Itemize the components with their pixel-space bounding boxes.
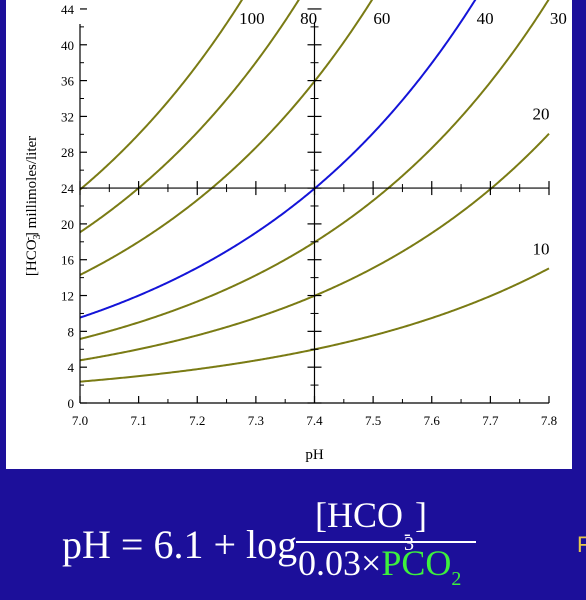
series-label-30: 30 — [550, 9, 567, 28]
y-label-rest: ] millimoles/liter — [24, 136, 40, 237]
chart-panel: 100 80 60 40 30 20 10 0 4 8 12 16 20 24 28 32 36 40 44 7.0 7… — [6, 0, 572, 469]
y-axis-label-text: [HCO3-] millimoles/liter — [23, 136, 43, 276]
x-tick-label-7.2: 7.2 — [189, 413, 205, 428]
y-tick-label-36: 36 — [61, 74, 75, 89]
y-label-main: [HCO — [24, 239, 40, 276]
truncated-text: F — [577, 532, 586, 557]
x-tick-label-7.4: 7.4 — [306, 413, 323, 428]
formula-lhs: pH = 6.1 + log — [62, 522, 298, 567]
series-line-100 — [80, 0, 244, 191]
y-tick-label-4: 4 — [68, 360, 75, 375]
x-tick-label-7.1: 7.1 — [131, 413, 147, 428]
series-label-10: 10 — [533, 239, 550, 258]
fraction-bar — [296, 541, 476, 543]
y-tick-label-16: 16 — [61, 253, 75, 268]
numerator-pre: [HCO — [315, 495, 403, 535]
y-label-sub: 3 — [32, 234, 43, 239]
series-label-100: 100 — [239, 9, 265, 28]
series-label-60: 60 — [373, 9, 390, 28]
denominator-pre: 0.03× — [298, 543, 382, 583]
denominator-accent: PCO — [381, 543, 452, 583]
y-tick-label-28: 28 — [61, 145, 74, 160]
series-label-40: 40 — [477, 9, 494, 28]
y-tick-label-32: 32 — [61, 109, 74, 124]
series-line-40 — [80, 0, 477, 319]
formula-denominator: 0.03×PCO2 — [298, 541, 461, 591]
x-tick-label-7.6: 7.6 — [424, 413, 441, 428]
y-tick-label-20: 20 — [61, 217, 74, 232]
y-tick-label-12: 12 — [61, 289, 74, 304]
denominator-sub: 2 — [451, 568, 462, 590]
formula-numerator: [HCO -3] — [315, 495, 427, 555]
x-tick-label-7.7: 7.7 — [482, 413, 499, 428]
x-tick-label-7.3: 7.3 — [248, 413, 264, 428]
y-tick-label-8: 8 — [68, 324, 75, 339]
numerator-sub: 3 — [404, 533, 414, 555]
series-line-80 — [80, 0, 300, 234]
formula: pH = 6.1 + log [HCO -3] 0.03×PCO2 F — [0, 495, 586, 595]
series-line-60 — [80, 0, 374, 276]
series-label-20: 20 — [533, 105, 550, 124]
y-tick-label-40: 40 — [61, 38, 74, 53]
x-axis-label: pH — [305, 447, 324, 463]
y-tick-label-24: 24 — [61, 181, 75, 196]
series-label-80: 80 — [300, 9, 317, 28]
x-tick-label-7.5: 7.5 — [365, 413, 381, 428]
y-tick-label-0: 0 — [68, 396, 75, 411]
y-label-sup: - — [23, 237, 34, 240]
y-tick-label-44: 44 — [61, 2, 75, 17]
y-axis-label: [HCO3-] millimoles/liter — [23, 136, 43, 276]
x-tick-label-7.8: 7.8 — [541, 413, 557, 428]
x-tick-label-7.0: 7.0 — [72, 413, 88, 428]
numerator-post: ] — [415, 495, 427, 535]
numerator-sup: - — [404, 523, 411, 545]
